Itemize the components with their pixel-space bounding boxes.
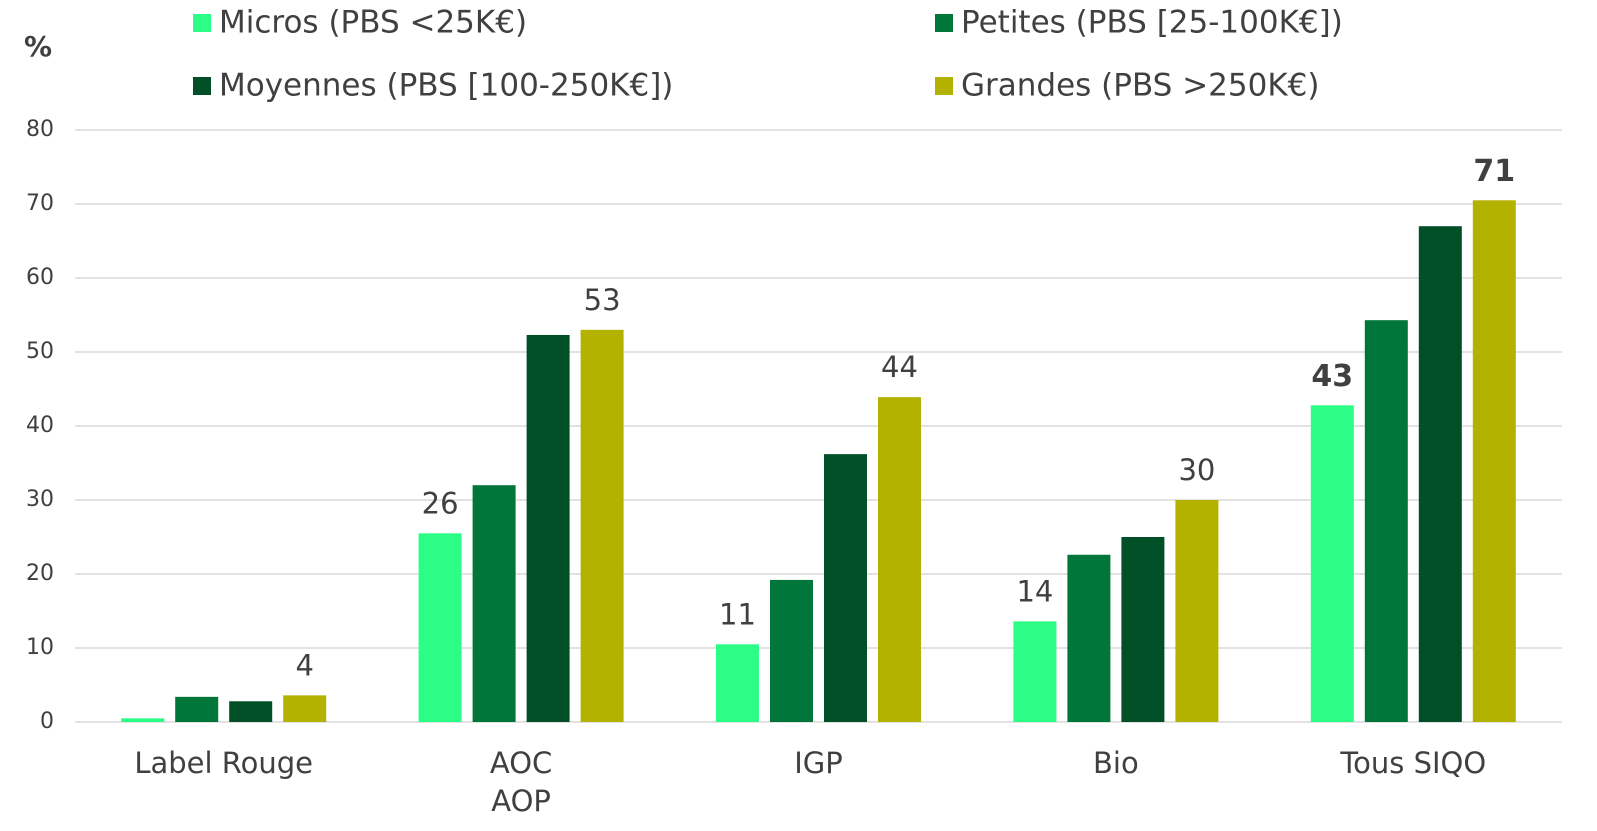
legend-label: Micros (PBS <25K€) — [219, 5, 527, 41]
bar — [1175, 500, 1219, 722]
bar — [1121, 537, 1165, 722]
y-tick-label: 70 — [26, 191, 54, 216]
x-tick-label: Tous SIQO — [1340, 746, 1487, 780]
bar — [229, 701, 273, 722]
legend-swatch — [935, 77, 953, 95]
y-tick-label: 40 — [26, 413, 54, 438]
data-label: 71 — [1473, 154, 1515, 189]
y-tick-label: 30 — [26, 487, 54, 512]
bar — [1472, 200, 1516, 723]
legend-swatch — [193, 14, 211, 32]
y-tick-label: 0 — [40, 709, 54, 734]
bar — [1067, 554, 1111, 722]
y-tick-label: 60 — [26, 265, 54, 290]
y-tick-label: 80 — [26, 117, 54, 142]
x-tick-label: Bio — [1093, 746, 1139, 780]
data-label: 26 — [422, 486, 459, 520]
bar — [824, 454, 867, 722]
bar — [418, 533, 462, 722]
bar — [121, 718, 165, 722]
bar — [878, 397, 921, 722]
x-tick-label: Label Rouge — [134, 746, 314, 780]
bar — [283, 695, 327, 722]
data-label: 53 — [584, 283, 621, 317]
bar — [526, 334, 570, 722]
bar — [1013, 621, 1057, 722]
legend-swatch — [193, 77, 211, 95]
data-label: 11 — [719, 597, 756, 631]
bar — [1364, 320, 1408, 722]
bar — [175, 696, 219, 722]
y-tick-label: 10 — [26, 635, 54, 660]
data-label: 43 — [1311, 359, 1353, 394]
data-label: 30 — [1178, 453, 1215, 487]
x-tick-label: AOC AOP — [489, 746, 553, 818]
data-label: 14 — [1016, 574, 1053, 608]
x-tick-label: IGP — [794, 746, 843, 780]
bar — [580, 329, 624, 722]
legend-label: Petites (PBS [25-100K€]) — [961, 5, 1343, 41]
legend-swatch — [935, 14, 953, 32]
data-label: 44 — [881, 350, 918, 384]
y-axis-label: % — [24, 30, 52, 63]
bar — [1310, 405, 1354, 722]
data-label: 4 — [295, 648, 313, 682]
bar — [472, 485, 516, 722]
bar — [716, 644, 759, 722]
legend-label: Moyennes (PBS [100-250K€]) — [219, 68, 673, 104]
y-tick-label: 20 — [26, 561, 54, 586]
legend-label: Grandes (PBS >250K€) — [961, 68, 1320, 104]
y-tick-label: 50 — [26, 339, 54, 364]
bar — [770, 579, 813, 722]
bar — [1418, 226, 1462, 722]
